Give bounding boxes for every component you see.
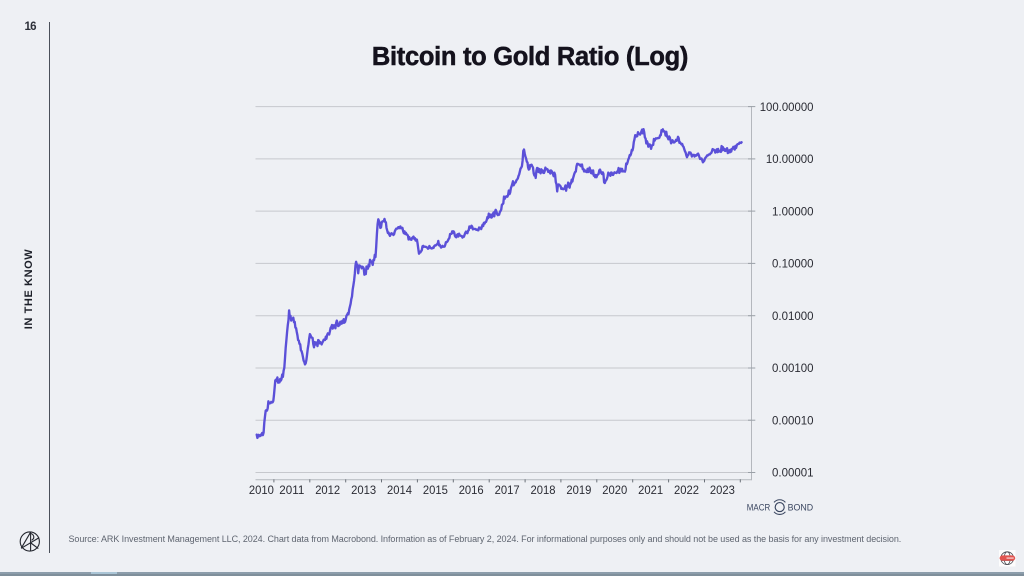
svg-text:2021: 2021 (638, 483, 663, 497)
svg-text:1.00000: 1.00000 (772, 204, 814, 218)
svg-text:2011: 2011 (279, 483, 304, 497)
svg-text:100.00000: 100.00000 (760, 100, 814, 114)
svg-text:0.10000: 0.10000 (772, 257, 814, 271)
svg-text:2013: 2013 (351, 483, 376, 497)
svg-text:0.00100: 0.00100 (772, 361, 814, 375)
svg-text:BOND: BOND (788, 502, 814, 512)
svg-text:2020: 2020 (602, 483, 627, 497)
svg-text:0.00010: 0.00010 (772, 413, 814, 427)
svg-text:2017: 2017 (495, 483, 520, 497)
svg-text:2022: 2022 (674, 483, 699, 497)
svg-text:2012: 2012 (315, 483, 340, 497)
svg-text:2016: 2016 (459, 483, 484, 497)
svg-text:2018: 2018 (531, 483, 556, 497)
svg-text:0.00001: 0.00001 (772, 466, 814, 480)
svg-text:MACR: MACR (747, 502, 771, 512)
svg-text:10.00000: 10.00000 (766, 152, 814, 166)
svg-text:2010: 2010 (249, 483, 274, 497)
svg-text:2015: 2015 (423, 483, 448, 497)
svg-text:2014: 2014 (387, 483, 412, 497)
svg-text:0.01000: 0.01000 (772, 309, 814, 323)
svg-text:2023: 2023 (710, 483, 735, 497)
svg-text:2019: 2019 (566, 483, 591, 497)
